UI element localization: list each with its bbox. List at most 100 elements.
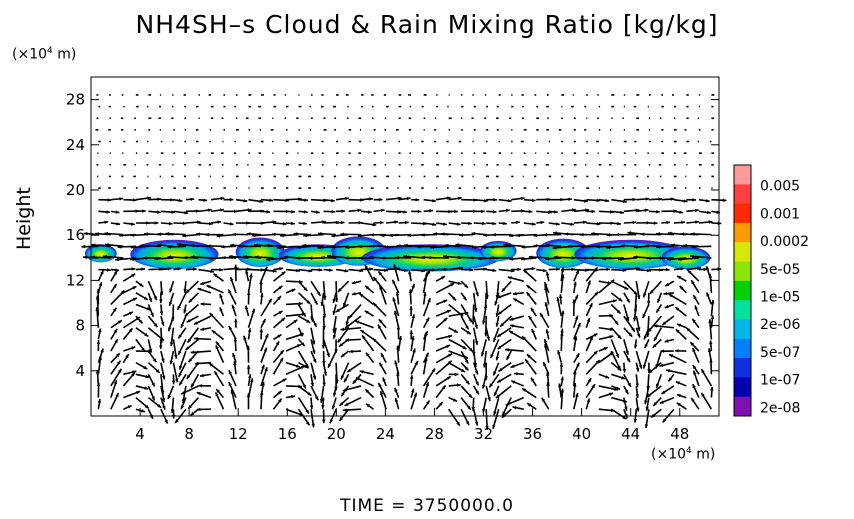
wind-vector-head: [560, 376, 564, 381]
wind-vector-head: [83, 255, 87, 260]
x-tick-label: 28: [425, 425, 444, 443]
wind-vector-head: [503, 221, 507, 226]
wind-vector-head: [492, 268, 497, 273]
wind-vector-head: [484, 198, 488, 203]
wind-vector-head: [553, 255, 558, 260]
wind-vector-head: [246, 221, 250, 225]
wind-vector-field: [81, 94, 727, 430]
wind-vector-head: [153, 323, 158, 328]
wind-vector-head: [339, 417, 344, 421]
plot-frame: [90, 76, 720, 417]
wind-vector-head: [473, 363, 478, 368]
wind-vector-head: [659, 363, 664, 368]
wind-vector-head: [624, 406, 628, 411]
wind-vector-head: [622, 199, 627, 204]
wind-vector-head: [560, 388, 565, 393]
wind-vector-head: [144, 232, 148, 236]
wind-vector-head: [198, 384, 203, 388]
wind-vector-head: [268, 298, 272, 303]
wind-vector-head: [143, 296, 148, 300]
wind-vector-head: [298, 301, 303, 306]
wind-vector-head: [675, 307, 680, 311]
wind-vector-head: [472, 245, 476, 249]
wind-vector-head: [652, 343, 657, 348]
wind-vector-head: [254, 255, 259, 259]
wind-vector-head: [668, 294, 673, 298]
wind-vector-head: [509, 233, 513, 238]
wind-vector-head: [299, 332, 303, 337]
wind-vector-head: [545, 243, 550, 248]
wind-vector-head: [378, 324, 382, 329]
wind-vector-head: [261, 364, 265, 369]
wind-vector-head: [575, 353, 580, 358]
wind-vector-head: [468, 318, 472, 323]
wind-vector-head: [603, 347, 608, 351]
wind-vector-head: [670, 197, 675, 201]
wind-vector-head: [520, 196, 525, 201]
wind-vector-head: [378, 382, 382, 387]
wind-vector-head: [587, 280, 591, 285]
wind-vector-head: [131, 267, 136, 271]
wind-vector-head: [640, 232, 645, 236]
wind-vector-head: [115, 257, 119, 262]
wind-vector-head: [656, 210, 660, 214]
wind-vector-head: [606, 245, 610, 250]
wind-vector-head: [454, 372, 459, 377]
wind-vector-head: [308, 256, 313, 260]
wind-vector-head: [638, 364, 643, 369]
wind-vector-head: [157, 243, 162, 247]
wind-vector-head: [181, 390, 186, 395]
wind-vector-head: [196, 220, 201, 224]
wind-vector-head: [492, 424, 496, 429]
y-tick-label: 24: [66, 136, 85, 154]
wind-vector-head: [646, 221, 651, 225]
wind-vector-head: [621, 376, 626, 380]
wind-vector-head: [542, 268, 547, 273]
wind-vector-head: [142, 209, 146, 213]
wind-vector-head: [516, 220, 520, 225]
wind-vector-head: [494, 392, 498, 397]
wind-vector-head: [467, 405, 471, 410]
wind-vector-head: [161, 398, 166, 403]
wind-vector-head: [183, 255, 188, 260]
wind-vector-head: [243, 335, 247, 340]
wind-vector-head: [609, 327, 614, 332]
wind-vector-head: [475, 390, 479, 395]
wind-vector-head: [282, 378, 287, 383]
wind-vector-head: [487, 397, 491, 402]
wind-vector-head: [341, 392, 345, 397]
wind-vector-head: [665, 282, 670, 287]
wind-vector-head: [282, 222, 287, 226]
wind-vector-head: [633, 309, 638, 314]
wind-vector-head: [489, 245, 494, 249]
wind-vector-head: [168, 301, 173, 306]
wind-vector-head: [159, 299, 163, 304]
wind-vector-head: [656, 308, 660, 313]
wind-vector-head: [291, 221, 295, 226]
wind-vector-head: [660, 349, 665, 353]
x-tick-label: 44: [621, 425, 640, 443]
wind-vector-head: [520, 209, 525, 213]
wind-vector-head: [154, 221, 159, 225]
wind-vector-head: [683, 243, 687, 248]
wind-vector-head: [144, 404, 149, 409]
wind-vector-head: [245, 269, 249, 274]
wind-vector-head: [427, 255, 432, 260]
wind-vector-head: [543, 233, 547, 237]
wind-vector-head: [162, 405, 166, 410]
wind-vector-head: [345, 324, 350, 329]
wind-vector-head: [506, 355, 510, 360]
wind-vector-head: [159, 345, 163, 350]
wind-vector-head: [674, 349, 679, 353]
x-tick-label: 16: [278, 425, 297, 443]
wind-vector-head: [359, 293, 364, 298]
wind-vector-head: [544, 282, 548, 287]
wind-vector-head: [326, 353, 330, 358]
wind-vector-head: [335, 379, 339, 384]
wind-vector-head: [160, 390, 165, 395]
wind-vector-head: [677, 323, 682, 327]
wind-vector-head: [493, 411, 497, 416]
wind-vector-head: [132, 286, 137, 290]
wind-vector-head: [251, 308, 255, 313]
wind-vector-head: [453, 398, 458, 402]
